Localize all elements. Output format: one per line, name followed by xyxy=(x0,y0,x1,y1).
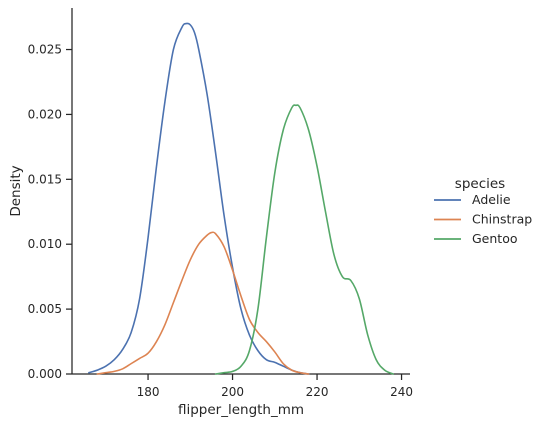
legend: species Adelie Chinstrap Gentoo xyxy=(434,176,532,246)
x-tick-label: 200 xyxy=(221,385,244,399)
y-tick-label: 0.020 xyxy=(28,107,62,121)
legend-title: species xyxy=(455,176,505,192)
legend-label-adelie: Adelie xyxy=(472,192,511,207)
plot-area: 180 200 220 240 0.0000.0050.0100.0150.0200.… xyxy=(28,8,413,399)
legend-label-gentoo: Gentoo xyxy=(472,231,518,246)
y-ticks: 0.000 0.005 0.010 0.015 0.020 0.025 xyxy=(28,43,72,381)
y-tick-label: 0.025 xyxy=(28,43,62,57)
y-tick-label: 0.000 xyxy=(28,367,62,381)
legend-entries: Adelie Chinstrap Gentoo xyxy=(434,192,532,246)
x-axis-label: flipper_length_mm xyxy=(178,402,304,418)
y-tick-label: 0.010 xyxy=(28,237,62,251)
series-line-chinstrap xyxy=(96,231,310,375)
series-line-gentoo xyxy=(214,104,394,375)
series-line-adelie xyxy=(88,22,310,375)
x-tick-label: 180 xyxy=(137,385,160,399)
y-tick-label: 0.005 xyxy=(28,302,62,316)
legend-label-chinstrap: Chinstrap xyxy=(472,212,532,227)
series-lines xyxy=(88,22,394,375)
y-tick-label: 0.015 xyxy=(28,172,62,186)
x-tick-label: 240 xyxy=(390,385,413,399)
y-axis-label: Density xyxy=(8,165,24,216)
x-ticks: 180 200 220 240 xyxy=(137,374,413,399)
x-tick-label: 220 xyxy=(306,385,329,399)
